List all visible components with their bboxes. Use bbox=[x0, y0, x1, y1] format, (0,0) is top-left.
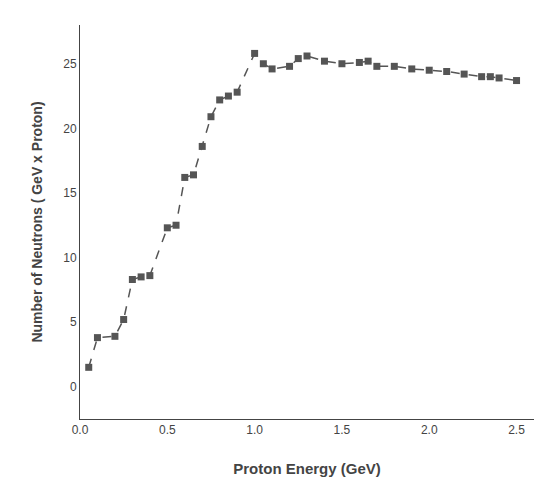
svg-text:5: 5 bbox=[70, 315, 77, 329]
svg-text:Proton Energy (GeV): Proton Energy (GeV) bbox=[233, 460, 381, 477]
svg-text:0.5: 0.5 bbox=[159, 423, 176, 437]
svg-text:1.5: 1.5 bbox=[334, 423, 351, 437]
svg-text:2.0: 2.0 bbox=[421, 423, 438, 437]
svg-text:0: 0 bbox=[70, 380, 77, 394]
svg-text:0.0: 0.0 bbox=[72, 423, 89, 437]
svg-text:15: 15 bbox=[63, 186, 77, 200]
svg-text:Number of Neutrons ( GeV x Pro: Number of Neutrons ( GeV x Proton) bbox=[29, 101, 45, 342]
svg-text:10: 10 bbox=[63, 251, 77, 265]
svg-text:20: 20 bbox=[63, 122, 77, 136]
svg-text:2.5: 2.5 bbox=[508, 423, 525, 437]
svg-text:1.0: 1.0 bbox=[246, 423, 263, 437]
svg-text:25: 25 bbox=[63, 57, 77, 71]
